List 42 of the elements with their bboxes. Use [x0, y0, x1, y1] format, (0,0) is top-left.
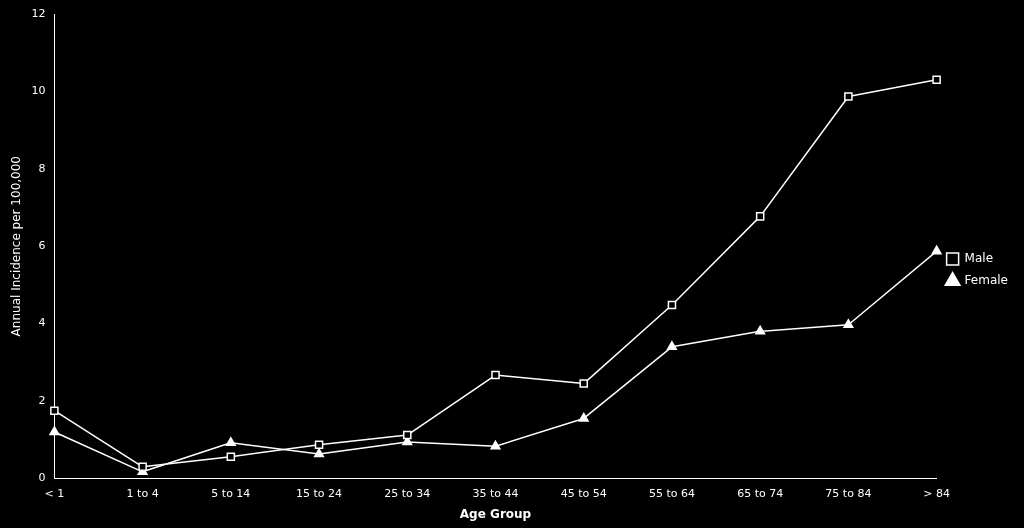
point — [50, 406, 59, 415]
x-tick-label: 35 to 44 — [472, 486, 519, 500]
point — [844, 92, 853, 101]
point — [932, 75, 941, 85]
x-tick-label: > 84 — [923, 486, 950, 500]
legend-label: Female — [964, 273, 1008, 288]
legend-label: Male — [964, 251, 994, 266]
x-tick-label: 15 to 24 — [296, 486, 343, 500]
x-tick-label: 75 to 84 — [825, 486, 872, 500]
y-tick-label: 10 — [31, 84, 46, 98]
point — [490, 440, 501, 450]
point — [403, 430, 412, 440]
point — [843, 319, 854, 329]
point — [313, 448, 325, 458]
point — [579, 379, 589, 388]
y-tick-label: 2 — [38, 393, 46, 407]
point — [226, 452, 236, 462]
y-tick-label: 6 — [38, 239, 46, 253]
point — [225, 437, 236, 447]
x-tick-label: 5 to 14 — [211, 486, 251, 500]
x-axis-title: Age Group — [459, 506, 532, 521]
point — [755, 212, 765, 221]
y-tick-label: 8 — [38, 161, 46, 175]
x-tick-label: 1 to 4 — [126, 486, 159, 500]
y-tick-label: 4 — [38, 316, 46, 330]
point — [491, 370, 500, 380]
point — [314, 440, 324, 450]
x-tick-label: 45 to 54 — [560, 486, 607, 500]
x-tick-label: 25 to 34 — [384, 486, 431, 500]
point — [138, 462, 147, 472]
y-tick-label: 12 — [31, 6, 46, 20]
y-axis-title: Annual Incidence per 100,000 — [9, 156, 24, 337]
point — [931, 245, 942, 255]
point — [578, 412, 589, 422]
point — [755, 325, 766, 335]
x-tick-label: 55 to 64 — [648, 486, 695, 500]
point — [666, 341, 678, 351]
point — [49, 426, 60, 436]
x-tick-label: < 1 — [44, 486, 65, 500]
y-tick-label: 0 — [38, 471, 46, 485]
x-tick-label: 65 to 74 — [737, 486, 784, 500]
point — [667, 300, 677, 310]
